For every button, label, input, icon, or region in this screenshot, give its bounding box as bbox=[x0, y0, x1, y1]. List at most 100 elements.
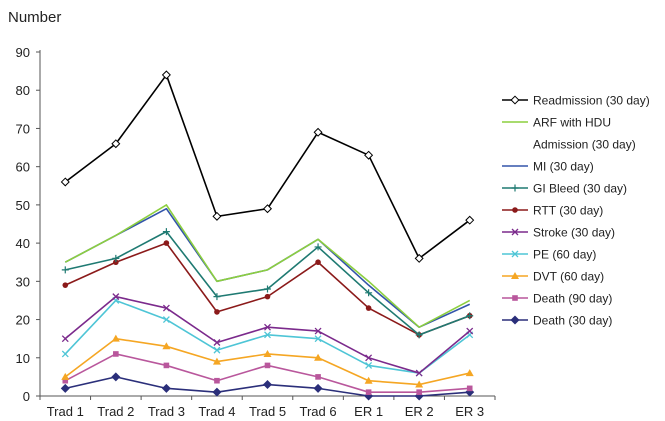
data-point bbox=[113, 351, 119, 357]
data-point bbox=[365, 354, 373, 362]
data-point bbox=[213, 346, 221, 354]
data-point bbox=[364, 376, 373, 384]
data-point bbox=[264, 293, 271, 300]
y-tick-label: 40 bbox=[16, 236, 30, 251]
legend-label: Admission (30 day) bbox=[533, 138, 636, 152]
legend-swatch-marker bbox=[512, 207, 518, 213]
x-tick-label: Trad 4 bbox=[198, 404, 235, 419]
data-point bbox=[365, 305, 372, 311]
series-layer bbox=[60, 70, 475, 401]
data-point bbox=[61, 335, 69, 343]
data-point bbox=[264, 323, 271, 331]
legend-label: Readmission (30 day) bbox=[533, 94, 650, 108]
data-point bbox=[465, 215, 475, 225]
legend-swatch-marker bbox=[511, 250, 519, 258]
series-mi-30-day bbox=[64, 207, 471, 329]
y-tick-label: 70 bbox=[16, 121, 30, 136]
data-point bbox=[314, 243, 322, 251]
legend-label: RTT (30 day) bbox=[533, 204, 603, 218]
x-tick-label: Trad 1 bbox=[47, 404, 84, 419]
legend-item: RTT (30 day) bbox=[502, 204, 603, 218]
legend-item: Readmission (30 day) bbox=[502, 94, 650, 108]
data-point bbox=[264, 285, 271, 293]
data-point bbox=[262, 204, 273, 214]
data-point bbox=[162, 316, 170, 324]
data-point bbox=[313, 383, 323, 393]
legend-item: DVT (60 day) bbox=[502, 270, 604, 284]
legend-swatch-marker bbox=[511, 272, 519, 279]
series-stroke-30-day bbox=[61, 293, 474, 377]
data-point bbox=[60, 177, 70, 187]
series-readmission-30-day bbox=[60, 70, 475, 263]
data-point bbox=[161, 70, 171, 80]
data-point bbox=[365, 289, 373, 297]
data-point bbox=[112, 293, 120, 301]
data-point bbox=[416, 389, 422, 395]
series-arf-with-hdu-admission-30-day bbox=[64, 204, 471, 329]
legend-label: Death (30 day) bbox=[533, 314, 612, 328]
legend-label: GI Bleed (30 day) bbox=[533, 182, 627, 196]
data-point bbox=[315, 374, 321, 380]
data-point bbox=[415, 369, 423, 377]
data-point bbox=[364, 150, 374, 160]
x-tick-label: ER 2 bbox=[405, 404, 434, 419]
data-point bbox=[113, 259, 119, 266]
data-point bbox=[314, 353, 323, 361]
data-point bbox=[365, 389, 372, 395]
series-line bbox=[64, 204, 471, 329]
data-point bbox=[162, 228, 170, 236]
data-point bbox=[163, 362, 170, 369]
data-point bbox=[466, 327, 474, 335]
data-point bbox=[212, 211, 222, 221]
y-tick-label: 30 bbox=[16, 274, 30, 289]
y-tick-label: 80 bbox=[16, 83, 30, 98]
data-point bbox=[212, 387, 222, 397]
y-tick-label: 50 bbox=[16, 198, 30, 213]
y-tick-label: 60 bbox=[16, 160, 30, 175]
legend-swatch-marker bbox=[512, 295, 518, 301]
data-point bbox=[162, 342, 171, 350]
x-tick-label: ER 3 bbox=[455, 404, 484, 419]
series-death-90-day bbox=[62, 351, 473, 395]
data-point bbox=[61, 372, 70, 380]
series-dvt-60-day bbox=[61, 334, 474, 388]
data-point bbox=[314, 335, 322, 343]
legend-label: ARF with HDU bbox=[533, 116, 611, 130]
legend-label: PE (60 day) bbox=[533, 248, 596, 262]
y-axis-title: Number bbox=[8, 9, 61, 26]
x-tick-label: Trad 3 bbox=[148, 404, 185, 419]
legend-item: MI (30 day) bbox=[502, 160, 594, 174]
data-point bbox=[315, 259, 321, 266]
data-point bbox=[415, 380, 424, 388]
data-point bbox=[61, 266, 69, 274]
data-point bbox=[62, 282, 69, 288]
legend-swatch-marker bbox=[511, 228, 519, 236]
data-point bbox=[212, 357, 221, 365]
data-point bbox=[213, 339, 221, 346]
x-tick-label: Trad 5 bbox=[249, 404, 286, 419]
legend-label: MI (30 day) bbox=[533, 160, 594, 174]
y-tick-label: 90 bbox=[16, 45, 30, 60]
data-point bbox=[162, 304, 170, 312]
legend-item: PE (60 day) bbox=[502, 248, 596, 262]
data-point bbox=[466, 312, 474, 320]
data-point bbox=[313, 127, 323, 137]
y-tick-label: 0 bbox=[23, 389, 30, 404]
data-point bbox=[62, 377, 69, 384]
legend-swatch-marker bbox=[511, 184, 519, 192]
series-line bbox=[64, 337, 470, 386]
data-point bbox=[213, 293, 221, 301]
data-point bbox=[161, 383, 171, 393]
legend: Readmission (30 day) ARF with HDU Admissio… bbox=[502, 94, 650, 328]
data-point bbox=[214, 309, 220, 315]
data-point bbox=[262, 380, 273, 390]
data-point bbox=[263, 349, 272, 357]
data-point bbox=[111, 334, 120, 342]
data-point bbox=[365, 361, 373, 369]
data-point bbox=[111, 139, 121, 149]
series-line bbox=[64, 207, 471, 329]
x-tick-label: Trad 6 bbox=[300, 404, 337, 419]
legend-item: ARF with HDU Admission (30 day) bbox=[502, 116, 636, 152]
data-point bbox=[60, 383, 70, 393]
